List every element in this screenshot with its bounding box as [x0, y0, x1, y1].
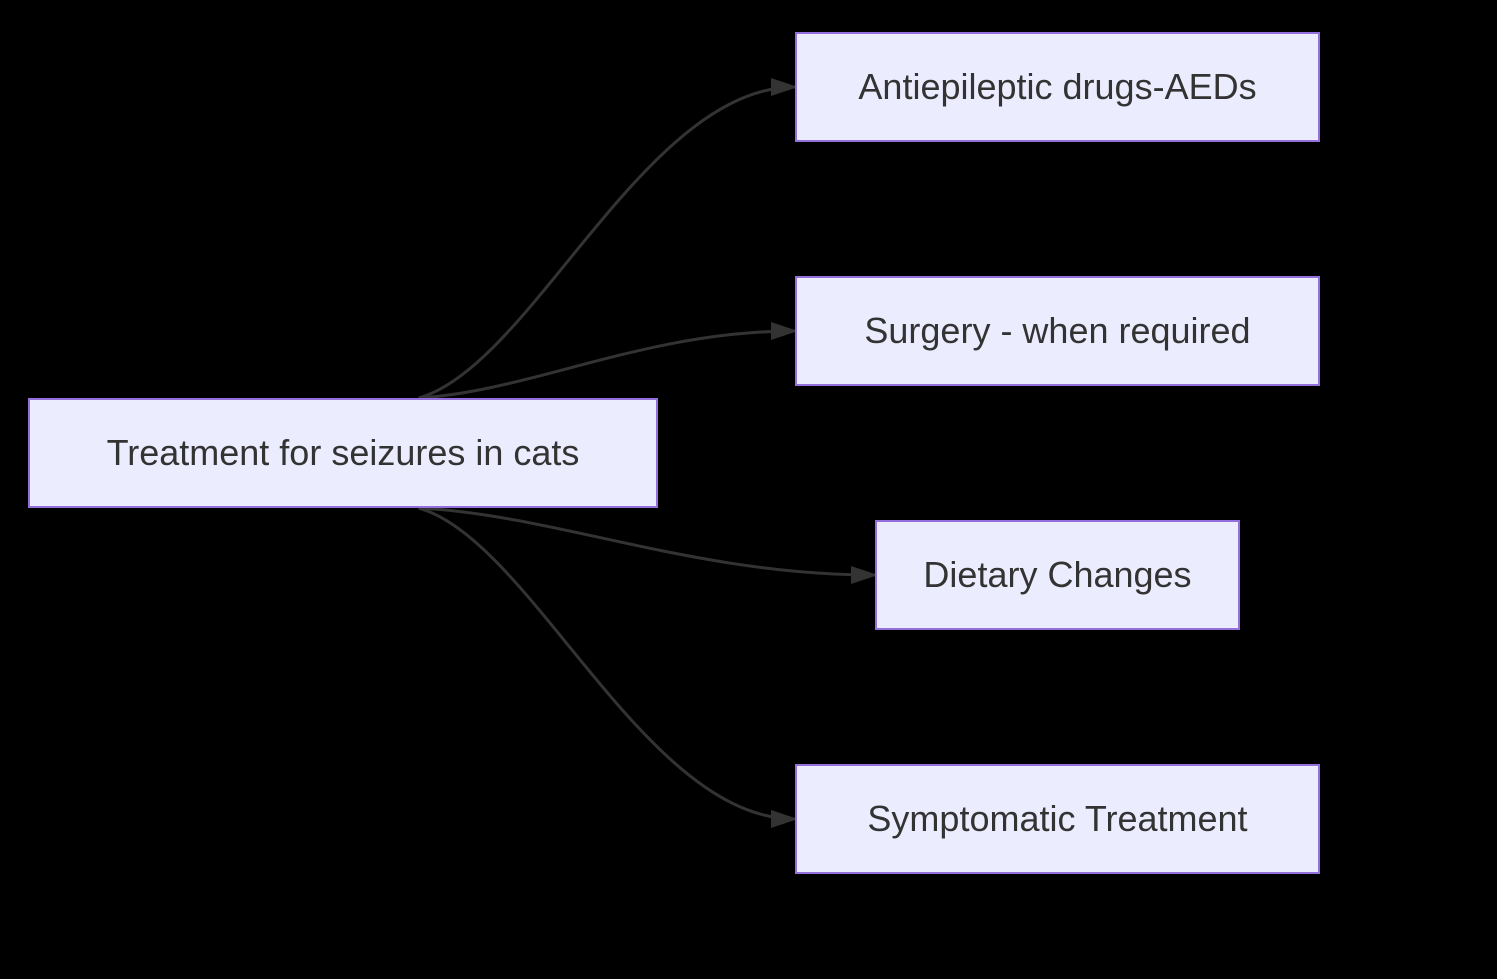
node-symptomatic: Symptomatic Treatment — [795, 764, 1320, 874]
edge-root-to-surgery — [419, 331, 795, 398]
node-surgery: Surgery - when required — [795, 276, 1320, 386]
node-aeds: Antiepileptic drugs-AEDs — [795, 32, 1320, 142]
edge-root-to-dietary — [419, 508, 875, 575]
node-dietary: Dietary Changes — [875, 520, 1240, 630]
edge-root-to-symptomatic — [419, 508, 795, 819]
flowchart-container: Treatment for seizures in cats Antiepilep… — [0, 0, 1497, 979]
edge-root-to-aeds — [419, 87, 795, 398]
node-root: Treatment for seizures in cats — [28, 398, 658, 508]
